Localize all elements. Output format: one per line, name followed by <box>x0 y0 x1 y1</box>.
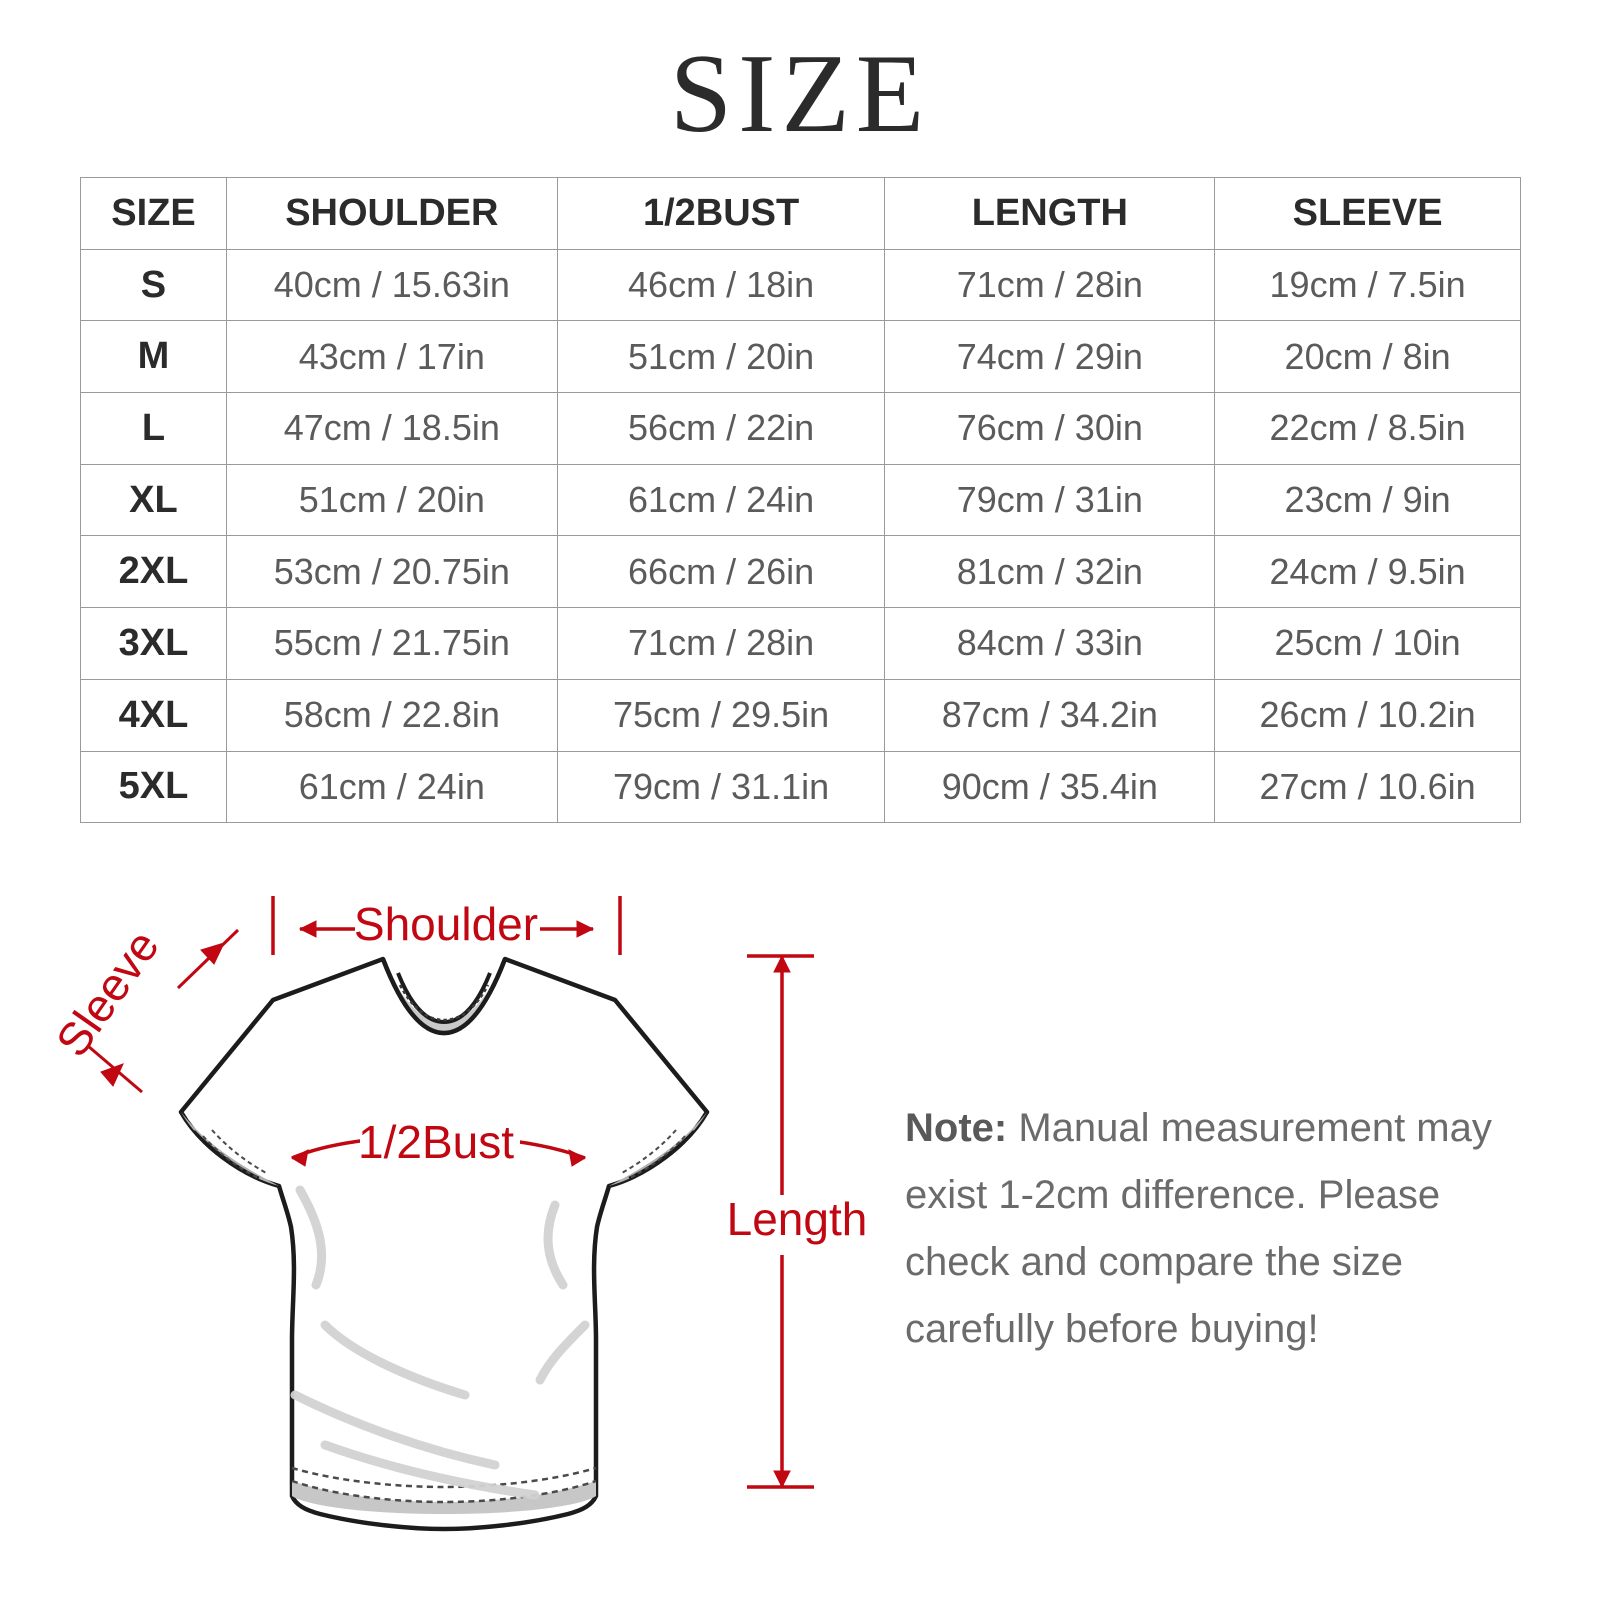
svg-text:Length: Length <box>727 1193 868 1245</box>
svg-text:Shoulder: Shoulder <box>354 898 538 950</box>
svg-text:Sleeve: Sleeve <box>46 921 169 1066</box>
svg-text:1/2Bust: 1/2Bust <box>358 1116 514 1168</box>
